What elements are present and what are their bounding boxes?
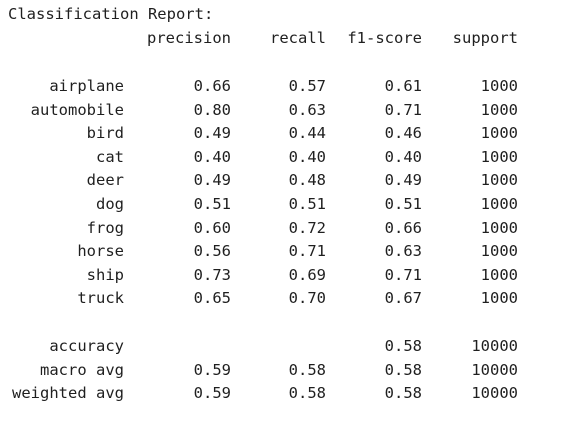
- cell-f1-score: 0.67: [326, 288, 422, 308]
- cell-precision: 0.56: [124, 241, 231, 261]
- cell-f1-score: 0.58: [326, 336, 422, 356]
- cell-f1-score: 0.58: [326, 383, 422, 403]
- cell-recall: 0.63: [231, 100, 326, 120]
- cell-recall: 0.58: [231, 383, 326, 403]
- cell-f1-score: 0.71: [326, 100, 422, 120]
- header-f1-score: f1-score: [326, 28, 422, 48]
- cell-support: 1000: [422, 194, 518, 214]
- table-row: airplane 0.66 0.57 0.61 1000: [8, 76, 518, 96]
- cell-support: 1000: [422, 100, 518, 120]
- cell-f1-score: 0.51: [326, 194, 422, 214]
- row-label: weighted avg: [8, 383, 124, 403]
- cell-recall: 0.69: [231, 265, 326, 285]
- cell-support: 1000: [422, 288, 518, 308]
- cell-support: 1000: [422, 76, 518, 96]
- cell-f1-score: 0.61: [326, 76, 422, 96]
- cell-f1-score: 0.58: [326, 360, 422, 380]
- cell-support: 1000: [422, 123, 518, 143]
- table-row: ship 0.73 0.69 0.71 1000: [8, 265, 518, 285]
- cell-recall: 0.44: [231, 123, 326, 143]
- row-label: bird: [8, 123, 124, 143]
- table-row: dog 0.51 0.51 0.51 1000: [8, 194, 518, 214]
- cell-support: 1000: [422, 265, 518, 285]
- cell-recall: 0.40: [231, 147, 326, 167]
- table-row: automobile 0.80 0.63 0.71 1000: [8, 100, 518, 120]
- table-row: frog 0.60 0.72 0.66 1000: [8, 218, 518, 238]
- cell-recall: 0.70: [231, 288, 326, 308]
- cell-precision: 0.73: [124, 265, 231, 285]
- cell-f1-score: 0.66: [326, 218, 422, 238]
- report-title: Classification Report:: [8, 4, 213, 24]
- cell-precision: 0.49: [124, 170, 231, 190]
- table-row: bird 0.49 0.44 0.46 1000: [8, 123, 518, 143]
- cell-f1-score: 0.71: [326, 265, 422, 285]
- cell-support: 1000: [422, 241, 518, 261]
- row-label: deer: [8, 170, 124, 190]
- row-label: macro avg: [8, 360, 124, 380]
- table-row: accuracy 0.58 10000: [8, 336, 518, 356]
- cell-support: 1000: [422, 170, 518, 190]
- table-row: weighted avg 0.59 0.58 0.58 10000: [8, 383, 518, 403]
- header-support: support: [422, 28, 518, 48]
- cell-f1-score: 0.46: [326, 123, 422, 143]
- cell-recall: 0.71: [231, 241, 326, 261]
- table-row: horse 0.56 0.71 0.63 1000: [8, 241, 518, 261]
- cell-support: 10000: [422, 360, 518, 380]
- row-label: ship: [8, 265, 124, 285]
- row-label: truck: [8, 288, 124, 308]
- header-precision: precision: [124, 28, 231, 48]
- row-label: airplane: [8, 76, 124, 96]
- cell-precision: 0.59: [124, 383, 231, 403]
- cell-recall: 0.57: [231, 76, 326, 96]
- cell-recall: 0.51: [231, 194, 326, 214]
- cell-support: 1000: [422, 147, 518, 167]
- cell-precision: 0.60: [124, 218, 231, 238]
- cell-precision: 0.40: [124, 147, 231, 167]
- header-row: precision recall f1-score support: [8, 28, 518, 48]
- cell-f1-score: 0.49: [326, 170, 422, 190]
- cell-precision: 0.49: [124, 123, 231, 143]
- cell-recall: 0.58: [231, 360, 326, 380]
- row-label: dog: [8, 194, 124, 214]
- cell-precision: 0.66: [124, 76, 231, 96]
- cell-support: 1000: [422, 218, 518, 238]
- table-row: deer 0.49 0.48 0.49 1000: [8, 170, 518, 190]
- table-row: macro avg 0.59 0.58 0.58 10000: [8, 360, 518, 380]
- cell-precision: 0.65: [124, 288, 231, 308]
- cell-precision: 0.59: [124, 360, 231, 380]
- cell-support: 10000: [422, 383, 518, 403]
- cell-recall: 0.72: [231, 218, 326, 238]
- row-label: horse: [8, 241, 124, 261]
- table-row: truck 0.65 0.70 0.67 1000: [8, 288, 518, 308]
- row-label: cat: [8, 147, 124, 167]
- cell-f1-score: 0.40: [326, 147, 422, 167]
- table-row: cat 0.40 0.40 0.40 1000: [8, 147, 518, 167]
- cell-precision: 0.51: [124, 194, 231, 214]
- header-recall: recall: [231, 28, 326, 48]
- cell-f1-score: 0.63: [326, 241, 422, 261]
- cell-precision: 0.80: [124, 100, 231, 120]
- cell-recall: 0.48: [231, 170, 326, 190]
- row-label: frog: [8, 218, 124, 238]
- row-label: accuracy: [8, 336, 124, 356]
- row-label: automobile: [8, 100, 124, 120]
- cell-support: 10000: [422, 336, 518, 356]
